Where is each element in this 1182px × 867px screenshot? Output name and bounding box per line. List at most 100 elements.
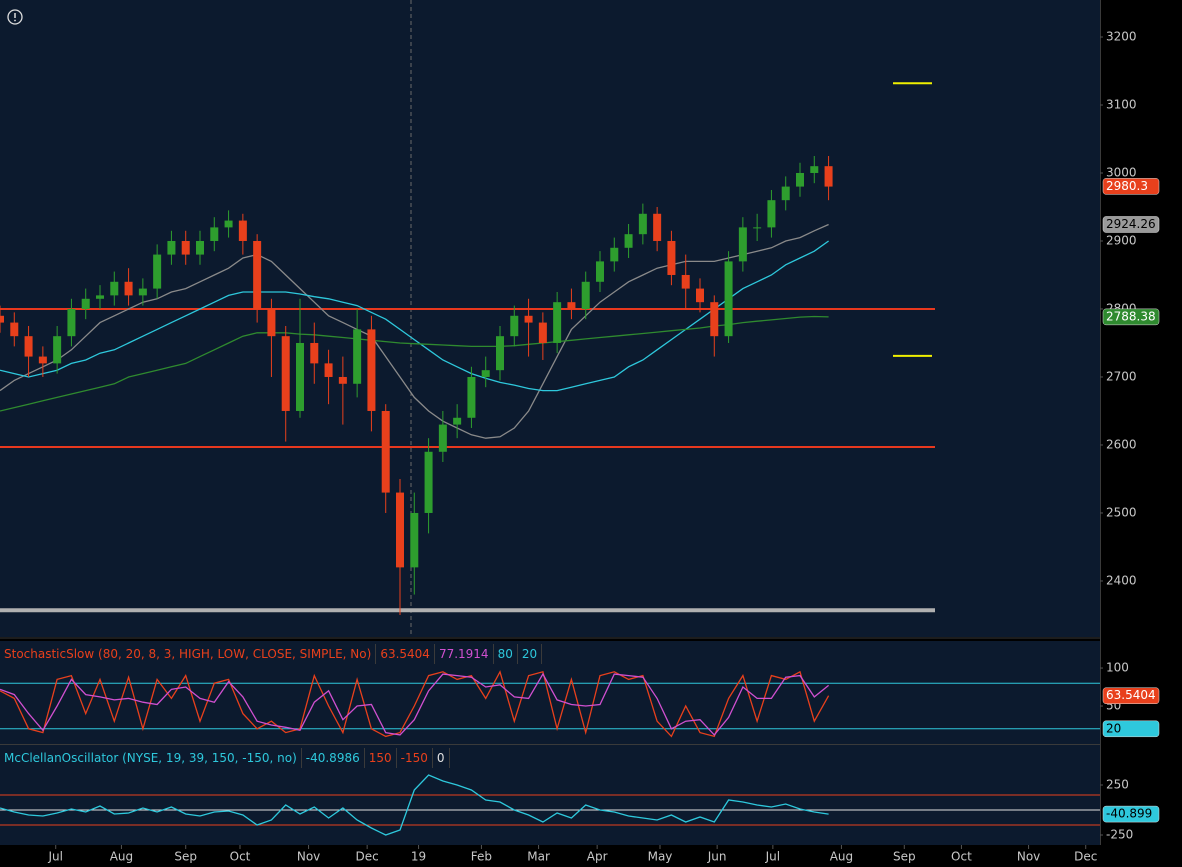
candle-body [767, 200, 776, 228]
x-tick-label: Aug [110, 850, 133, 864]
candle-body [724, 261, 733, 337]
x-tick-label: May [648, 850, 673, 864]
x-tick-label: Oct [230, 850, 251, 864]
candle-body [638, 213, 647, 235]
candle-body [810, 166, 819, 173]
indicator-value: 20 [518, 644, 543, 664]
x-tick-label: Feb [471, 850, 492, 864]
candle-body [524, 315, 533, 323]
y-tick-label: 3200 [1106, 29, 1137, 43]
x-tick-label: 19 [411, 850, 426, 864]
candle-body [696, 288, 704, 303]
price-panel [0, 0, 1100, 637]
x-tick-label: Dec [356, 850, 379, 864]
candle-body [596, 261, 604, 282]
indicator-value: 150 [365, 748, 397, 768]
candle-body [481, 370, 490, 377]
candle-body [253, 240, 262, 309]
value-badge [1102, 687, 1160, 704]
y-tick-label: 2700 [1106, 369, 1137, 383]
indicator-header: McClellanOscillator (NYSE, 19, 39, 150, … [0, 748, 450, 768]
x-tick-label: Jun [707, 850, 727, 864]
candle-body [453, 417, 462, 425]
value-badge-label: 20 [1106, 721, 1121, 735]
candle-body [281, 336, 290, 411]
x-tick-label: Nov [1017, 850, 1040, 864]
candle-body [510, 315, 519, 337]
x-tick-label: Sep [174, 850, 197, 864]
candle-body [324, 363, 333, 377]
indicator-value: -150 [397, 748, 433, 768]
x-tick-label: Jul [765, 850, 780, 864]
candle-body [110, 281, 119, 296]
candle-body [681, 274, 690, 289]
candle-body [267, 308, 276, 337]
indicator-line [0, 774, 829, 836]
stochastic-panel [0, 641, 1100, 744]
y-tick-label: 2500 [1106, 505, 1137, 519]
candle-body [310, 342, 319, 364]
indicator-value: -40.8986 [302, 748, 365, 768]
value-badge [1102, 805, 1160, 823]
x-tick-label: Aug [830, 850, 853, 864]
y-tick-label: -250 [1106, 828, 1133, 842]
candle-body [667, 240, 676, 275]
candle-body [24, 336, 33, 357]
candle-body [53, 336, 62, 364]
candle-body [796, 172, 804, 187]
moving-average [0, 240, 829, 392]
value-badge [1102, 308, 1160, 326]
value-badge-label: 63.5404 [1106, 688, 1156, 702]
value-badge-label: 2924.26 [1106, 217, 1156, 231]
value-badge [1102, 720, 1160, 738]
candle-body [581, 281, 590, 309]
x-tick-label: Nov [297, 850, 320, 864]
candle-body [238, 220, 247, 241]
candle-body [124, 281, 133, 296]
candle-body [353, 329, 362, 384]
x-tick-label: Sep [893, 850, 916, 864]
candle-body [181, 240, 190, 255]
x-tick-label: Jul [47, 850, 62, 864]
value-badge [1102, 178, 1160, 195]
y-tick-label: 3000 [1106, 165, 1137, 179]
candle-body [338, 376, 347, 384]
indicator-value: 80 [494, 644, 518, 664]
candle-body [96, 295, 104, 299]
x-tick-label: Mar [527, 850, 550, 864]
indicator-line [0, 672, 830, 736]
moving-average [0, 315, 829, 412]
indicator-value: 63.5404 [376, 644, 435, 664]
candle-body [781, 186, 790, 201]
value-badge-label: 2980.3 [1106, 179, 1148, 193]
x-tick-label: Dec [1074, 850, 1097, 864]
indicator-header: StochasticSlow (80, 20, 8, 3, HIGH, LOW,… [0, 644, 543, 664]
candle-body [410, 512, 419, 568]
candle-body [396, 492, 404, 568]
candle-body [167, 240, 176, 255]
candle-body [224, 220, 233, 228]
alert-icon[interactable] [7, 9, 23, 25]
value-badge-label: -40.899 [1106, 807, 1152, 821]
indicator-title: McClellanOscillator (NYSE, 19, 39, 150, … [0, 748, 302, 768]
candle-body [196, 240, 204, 255]
y-tick-label: 100 [1106, 661, 1129, 675]
y-tick-label: 2400 [1106, 573, 1137, 587]
candle-body [467, 376, 476, 418]
x-tick-label: Oct [951, 850, 972, 864]
candle-body [738, 227, 747, 262]
candle-body [824, 166, 833, 187]
candle-body [610, 247, 619, 262]
candle-body [653, 213, 662, 241]
candle-body [0, 315, 4, 323]
candle-body [496, 336, 504, 371]
value-badge [1102, 216, 1160, 233]
indicator-line [0, 670, 830, 738]
candle-body [153, 254, 162, 289]
y-tick-label: 3100 [1106, 97, 1137, 111]
candle-body [138, 288, 147, 296]
candle-body [367, 329, 376, 411]
candle-body [567, 302, 576, 309]
